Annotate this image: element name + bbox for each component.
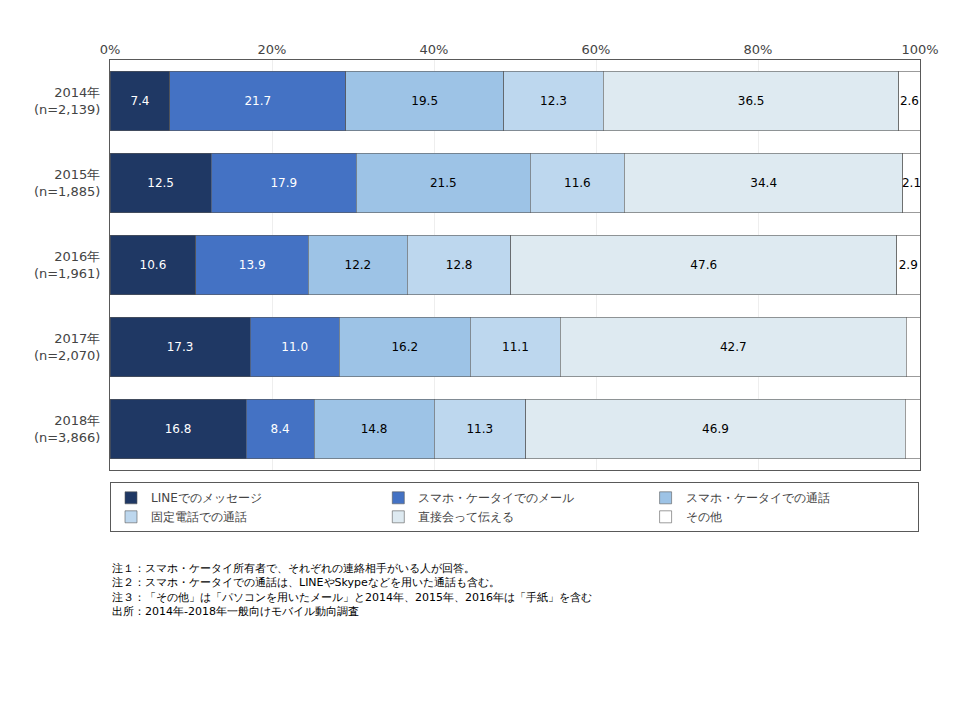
svg-text:2015年(n=1,885): 2015年(n=1,885)	[34, 167, 101, 199]
svg-text:2016年(n=1,961): 2016年(n=1,961)	[34, 249, 101, 281]
svg-text:17.3: 17.3	[167, 340, 194, 354]
svg-text:固定電話での通話: 固定電話での通話	[151, 510, 247, 524]
svg-text:12.3: 12.3	[540, 94, 567, 108]
svg-text:16.8: 16.8	[165, 422, 192, 436]
svg-text:7.4: 7.4	[130, 94, 149, 108]
svg-text:0%: 0%	[100, 42, 121, 57]
svg-text:10.6: 10.6	[140, 258, 167, 272]
svg-text:16.2: 16.2	[391, 340, 418, 354]
svg-text:2.6: 2.6	[900, 94, 919, 108]
svg-text:スマホ・ケータイでの通話: スマホ・ケータイでの通話	[686, 491, 830, 505]
svg-text:21.7: 21.7	[244, 94, 271, 108]
svg-text:14.8: 14.8	[361, 422, 388, 436]
svg-text:21.5: 21.5	[430, 176, 457, 190]
svg-text:13.9: 13.9	[239, 258, 266, 272]
svg-text:19.5: 19.5	[411, 94, 438, 108]
svg-text:34.4: 34.4	[750, 176, 777, 190]
svg-text:2017年(n=2,070): 2017年(n=2,070)	[34, 331, 101, 363]
svg-text:12.2: 12.2	[345, 258, 372, 272]
svg-text:2014年(n=2,139): 2014年(n=2,139)	[34, 85, 101, 117]
svg-text:20%: 20%	[258, 42, 287, 57]
svg-text:17.9: 17.9	[270, 176, 297, 190]
svg-text:LINEでのメッセージ: LINEでのメッセージ	[151, 491, 262, 505]
svg-text:スマホ・ケータイでのメール: スマホ・ケータイでのメール	[418, 491, 574, 505]
svg-text:47.6: 47.6	[690, 258, 717, 272]
svg-text:80%: 80%	[744, 42, 773, 57]
svg-text:注１：スマホ・ケータイ所有者で、それぞれの連絡相手がいる人が: 注１：スマホ・ケータイ所有者で、それぞれの連絡相手がいる人が回答。注２：スマホ・…	[112, 562, 592, 618]
svg-text:11.0: 11.0	[281, 340, 308, 354]
svg-text:11.6: 11.6	[564, 176, 591, 190]
svg-text:42.7: 42.7	[720, 340, 747, 354]
svg-text:8.4: 8.4	[271, 422, 290, 436]
svg-text:100%: 100%	[901, 42, 938, 57]
svg-text:46.9: 46.9	[702, 422, 729, 436]
svg-text:36.5: 36.5	[738, 94, 765, 108]
svg-text:直接会って伝える: 直接会って伝える	[418, 510, 514, 524]
svg-text:12.5: 12.5	[147, 176, 174, 190]
svg-text:40%: 40%	[420, 42, 449, 57]
svg-text:その他: その他	[686, 510, 722, 524]
svg-text:12.8: 12.8	[446, 258, 473, 272]
svg-text:11.1: 11.1	[502, 340, 529, 354]
svg-text:11.3: 11.3	[466, 422, 493, 436]
svg-text:2018年(n=3,866): 2018年(n=3,866)	[34, 413, 101, 445]
svg-text:2.9: 2.9	[899, 258, 918, 272]
svg-text:2.1: 2.1	[902, 176, 921, 190]
svg-text:60%: 60%	[582, 42, 611, 57]
